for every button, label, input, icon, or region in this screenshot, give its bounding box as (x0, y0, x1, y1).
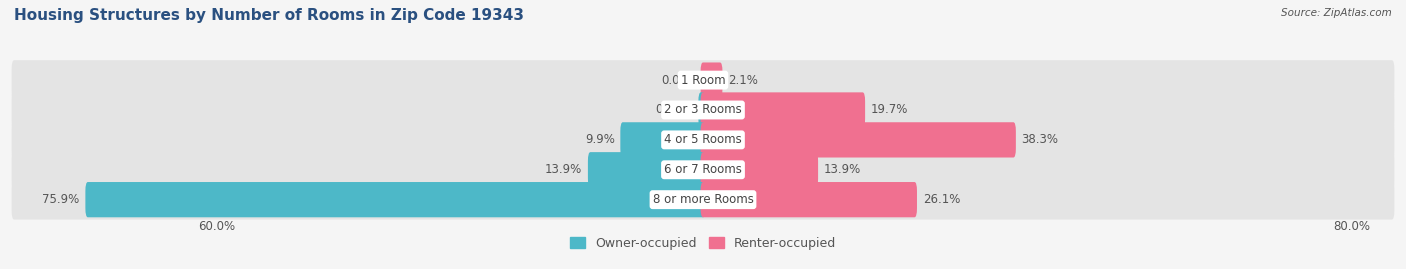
Text: Housing Structures by Number of Rooms in Zip Code 19343: Housing Structures by Number of Rooms in… (14, 8, 524, 23)
Text: Source: ZipAtlas.com: Source: ZipAtlas.com (1281, 8, 1392, 18)
FancyBboxPatch shape (700, 182, 917, 217)
FancyBboxPatch shape (700, 152, 818, 187)
FancyBboxPatch shape (700, 62, 723, 98)
FancyBboxPatch shape (699, 92, 706, 128)
Text: 0.0%: 0.0% (661, 74, 690, 87)
Text: 4 or 5 Rooms: 4 or 5 Rooms (664, 133, 742, 146)
FancyBboxPatch shape (11, 150, 1395, 190)
Text: 75.9%: 75.9% (42, 193, 80, 206)
Text: 19.7%: 19.7% (870, 104, 908, 116)
Text: 1 Room: 1 Room (681, 74, 725, 87)
Text: 8 or more Rooms: 8 or more Rooms (652, 193, 754, 206)
Text: 2.1%: 2.1% (728, 74, 758, 87)
Text: 13.9%: 13.9% (824, 163, 860, 176)
FancyBboxPatch shape (11, 60, 1395, 100)
Text: 9.9%: 9.9% (585, 133, 614, 146)
FancyBboxPatch shape (620, 122, 706, 158)
FancyBboxPatch shape (588, 152, 706, 187)
FancyBboxPatch shape (700, 92, 865, 128)
Text: 26.1%: 26.1% (922, 193, 960, 206)
Text: 80.0%: 80.0% (1333, 220, 1369, 233)
Text: 60.0%: 60.0% (198, 220, 235, 233)
Text: 6 or 7 Rooms: 6 or 7 Rooms (664, 163, 742, 176)
FancyBboxPatch shape (11, 120, 1395, 160)
FancyBboxPatch shape (11, 180, 1395, 220)
Text: 0.27%: 0.27% (655, 104, 693, 116)
FancyBboxPatch shape (86, 182, 706, 217)
Legend: Owner-occupied, Renter-occupied: Owner-occupied, Renter-occupied (569, 237, 837, 250)
Text: 38.3%: 38.3% (1022, 133, 1059, 146)
Text: 2 or 3 Rooms: 2 or 3 Rooms (664, 104, 742, 116)
FancyBboxPatch shape (700, 122, 1017, 158)
Text: 13.9%: 13.9% (546, 163, 582, 176)
FancyBboxPatch shape (11, 90, 1395, 130)
